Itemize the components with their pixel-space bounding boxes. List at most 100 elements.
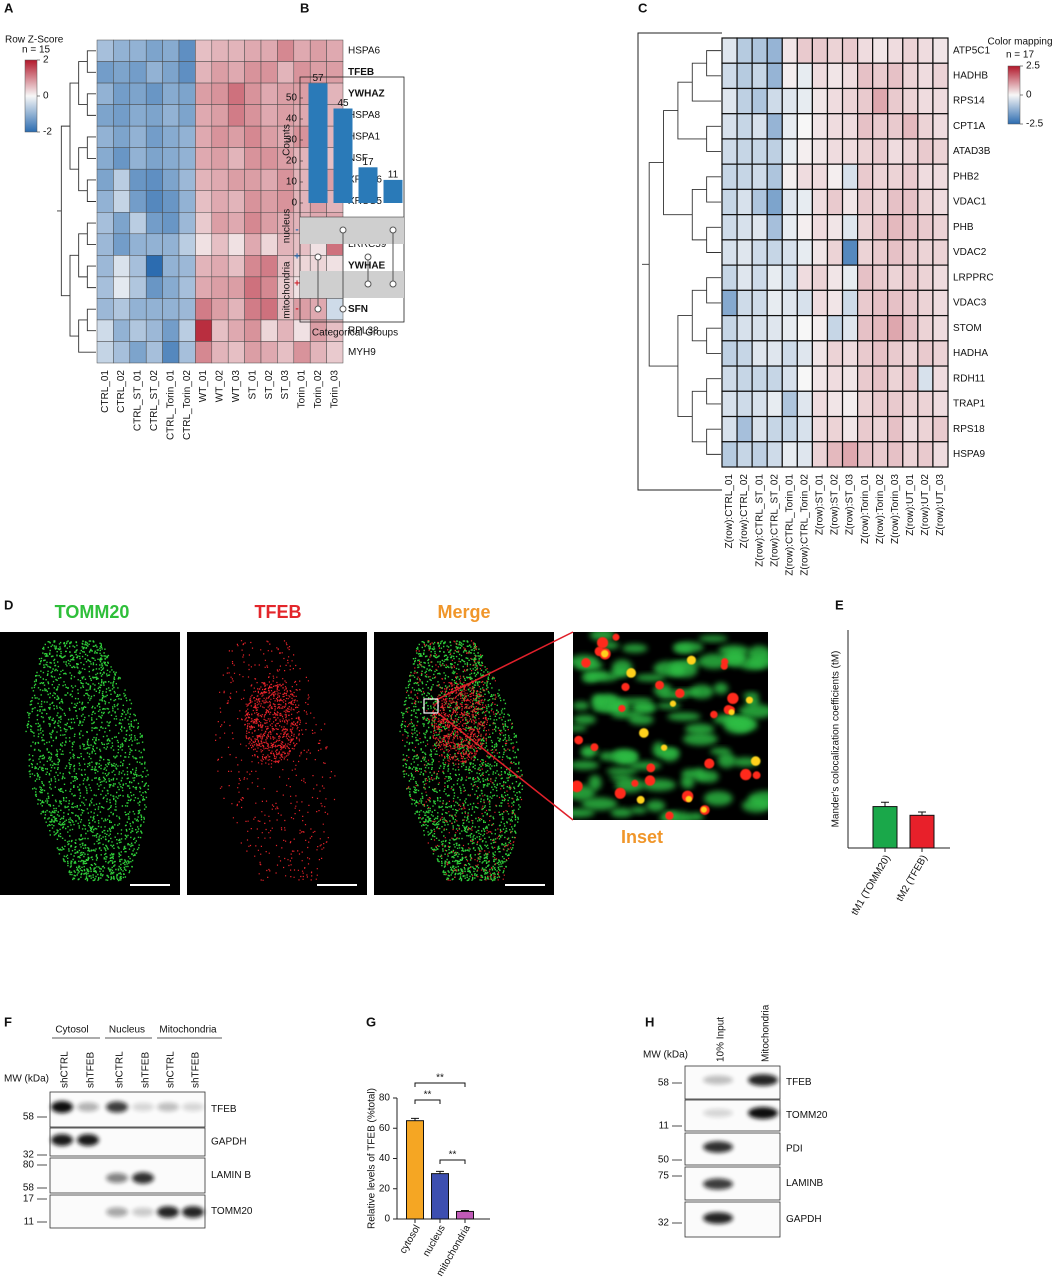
heatmap-cell bbox=[227, 190, 245, 213]
panel-letter: H bbox=[645, 1014, 654, 1029]
mw-marker: 58 bbox=[658, 1078, 670, 1089]
heatmap-cell bbox=[736, 340, 753, 367]
heatmap-cell bbox=[260, 212, 278, 235]
heatmap-cell bbox=[811, 289, 829, 317]
blot-band bbox=[77, 1102, 99, 1112]
heatmap-cell bbox=[211, 255, 229, 278]
heatmap-cell bbox=[872, 188, 889, 216]
heatmap-cell bbox=[145, 319, 163, 342]
protein-label: LAMIN B bbox=[211, 1170, 251, 1181]
column-label: Z(row):ST_02 bbox=[830, 474, 841, 536]
heatmap-cell bbox=[917, 441, 934, 468]
color-scale bbox=[24, 59, 38, 133]
y-tick-label: 0 bbox=[291, 198, 297, 209]
heatmap-cell bbox=[145, 147, 163, 170]
heatmap-cell bbox=[260, 125, 278, 148]
row-label: VDAC3 bbox=[953, 298, 987, 309]
heatmap-cell bbox=[721, 289, 738, 317]
column-label: Z(row):UT_02 bbox=[920, 474, 931, 536]
panel-letter: A bbox=[4, 0, 14, 15]
heatmap-cell bbox=[811, 138, 829, 165]
heatmap-cell bbox=[917, 214, 934, 241]
heatmap-cell bbox=[917, 314, 934, 342]
heatmap-cell bbox=[796, 390, 813, 418]
heatmap-cell bbox=[736, 163, 753, 191]
heatmap-cell bbox=[113, 341, 131, 364]
heatmap-cell bbox=[751, 62, 768, 90]
fluorescence-blob bbox=[573, 701, 590, 711]
heatmap-cell bbox=[781, 441, 798, 468]
heatmap-cell bbox=[145, 61, 163, 84]
heatmap-cell bbox=[781, 87, 798, 115]
bar bbox=[358, 167, 378, 203]
heatmap-cell bbox=[856, 138, 874, 165]
heatmap-cell bbox=[856, 390, 874, 418]
fluorescence-blob bbox=[573, 760, 600, 770]
fluorescence-spot bbox=[621, 682, 630, 692]
column-label: Z(row):CTRL_Torin_02 bbox=[800, 474, 811, 576]
column-label: CTRL_ST_01 bbox=[133, 370, 144, 432]
fluorescence-blob bbox=[741, 798, 768, 813]
lane-label: shTFEB bbox=[141, 1052, 152, 1088]
plot-frame bbox=[299, 76, 405, 323]
heatmap-cell bbox=[178, 82, 196, 105]
fluorescence-spot bbox=[700, 806, 707, 813]
fluorescence-blob bbox=[629, 761, 662, 770]
heatmap-cell bbox=[145, 39, 163, 62]
blot-band bbox=[703, 1141, 733, 1153]
heatmap-cell bbox=[887, 188, 904, 216]
heatmap-cell bbox=[721, 188, 738, 216]
heatmap-cell bbox=[811, 113, 829, 140]
heatmap-cell bbox=[887, 214, 904, 241]
heatmap-cell bbox=[811, 340, 829, 367]
blot-band bbox=[51, 1101, 73, 1113]
row-label: ATAD3B bbox=[953, 146, 991, 157]
row-label: NSF bbox=[348, 153, 368, 164]
x-tick-label: cytosol bbox=[398, 1223, 423, 1255]
heatmap-cell bbox=[932, 62, 949, 90]
set-label: nucleus bbox=[282, 209, 293, 243]
heatmap-cell bbox=[917, 365, 934, 392]
heatmap-cell bbox=[841, 340, 859, 367]
fluorescence-spot bbox=[750, 756, 761, 766]
lane-label: 10% Input bbox=[716, 1017, 727, 1062]
heatmap-cell bbox=[113, 190, 131, 213]
heatmap-cell bbox=[781, 138, 798, 165]
heatmap-cell bbox=[736, 314, 753, 342]
heatmap-cell bbox=[113, 255, 131, 278]
protein-label: TOMM20 bbox=[786, 1110, 828, 1121]
significance-bracket bbox=[439, 1159, 466, 1164]
heatmap-cell bbox=[766, 289, 783, 317]
heatmap-cell bbox=[796, 62, 813, 90]
heatmap-cell bbox=[932, 37, 949, 64]
row-label: RPS14 bbox=[953, 96, 985, 107]
heatmap-cell bbox=[244, 255, 262, 278]
column-label: Z(row):Torin_03 bbox=[890, 474, 901, 544]
heatmap-cell bbox=[902, 239, 919, 266]
heatmap-cell bbox=[736, 138, 753, 165]
heatmap-cell bbox=[781, 239, 798, 266]
heatmap-cell bbox=[178, 147, 196, 170]
heatmap-cell bbox=[721, 138, 738, 165]
dendrogram bbox=[57, 50, 96, 353]
row-label: TFEB bbox=[348, 67, 374, 78]
row-label: YWHAZ bbox=[348, 88, 385, 99]
mw-label: MW (kDa) bbox=[643, 1050, 688, 1061]
heatmap-cell bbox=[841, 62, 859, 90]
inset-image bbox=[573, 632, 768, 820]
protein-label: GAPDH bbox=[786, 1214, 822, 1225]
heatmap-cell bbox=[195, 39, 213, 62]
heatmap-cell bbox=[902, 264, 919, 291]
blot-band bbox=[703, 1108, 733, 1118]
blot-band bbox=[132, 1172, 154, 1184]
row-label: VDAC2 bbox=[953, 247, 987, 258]
error-bar bbox=[918, 811, 926, 816]
matrix-dot bbox=[389, 226, 397, 234]
heatmap-cell bbox=[751, 415, 768, 443]
fluorescence-blob bbox=[591, 694, 604, 709]
blot-band bbox=[703, 1212, 733, 1224]
matrix-dot bbox=[339, 226, 347, 234]
heatmap-cell bbox=[113, 104, 131, 127]
heatmap-cell bbox=[293, 39, 311, 62]
heatmap-cell bbox=[129, 255, 147, 278]
